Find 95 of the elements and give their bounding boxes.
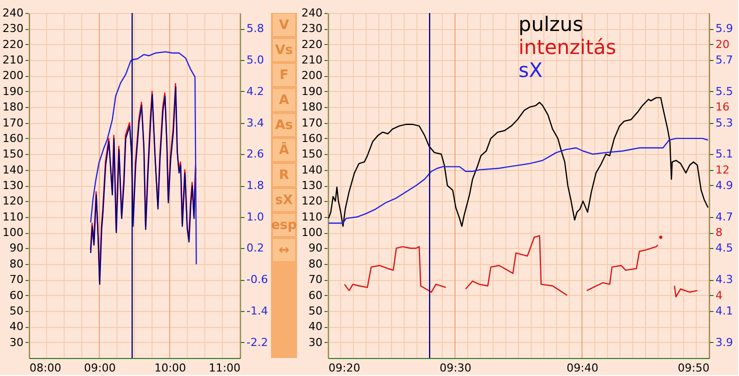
line-series [328,138,709,224]
y-tick-label: 70 [10,273,24,286]
y-tick-label: 130 [2,179,24,192]
y2-tick-label: 4.2 [246,84,264,98]
y2-tick-label: 5.8 [246,22,264,36]
y2-tick-label: 3.4 [246,116,264,130]
y3-tick-label: 5.3 [716,116,733,130]
y-tick-label: 130 [302,179,322,192]
y-tick-label: 30 [10,336,24,349]
text: esp [271,218,297,233]
y-tick-label: 230 [2,22,24,36]
y-tick-label: 110 [2,210,24,224]
y-tick-label: 90 [10,242,24,255]
y2-tick-label: -2.2 [246,336,268,349]
y-tick-label: 100 [2,226,24,240]
y-tick-label: 180 [302,100,322,114]
y-tick-label: 120 [302,194,322,208]
y2-tick-label: -1.4 [246,304,268,318]
text: sX [275,193,293,208]
y2-tick-label: 12 [716,163,730,176]
y2-tick-label: 0.2 [246,242,264,255]
y-tick-label: 160 [2,132,24,145]
y-tick-label: 210 [302,54,322,67]
x-tick-label: 10:00 [154,362,186,374]
text: V [278,18,290,33]
text: As [275,118,294,133]
text: ↔ [278,243,290,258]
y2-tick-label: 8 [716,226,722,240]
y-tick-label: 60 [10,288,24,302]
text: Vs [275,43,294,58]
text: F [280,68,288,83]
y-tick-label: 40 [308,320,322,334]
y-tick-label: 150 [302,148,322,161]
y-tick-label: 230 [302,22,322,36]
y-tick-label: 140 [302,163,322,176]
y2-tick-label: -0.6 [246,273,268,286]
y-tick-label: 220 [2,38,24,51]
y3-tick-label: 3.9 [716,336,733,349]
y-tick-label: 150 [2,148,24,161]
text: intenzitás [518,35,616,59]
x-tick-label: 09:40 [566,362,598,374]
text: pulzus [518,12,584,36]
line-series [90,51,197,265]
y-tick-label: 210 [2,54,24,67]
y-tick-label: 30 [308,336,322,349]
y2-tick-label: 16 [716,100,730,114]
x-tick-label: 09:50 [678,362,710,374]
y3-tick-label: 4.5 [716,242,733,255]
y-tick-label: 240 [302,6,322,20]
x-tick-label: 09:20 [328,362,360,374]
y2-tick-label: 2.6 [246,148,264,161]
y-tick-label: 90 [308,242,322,255]
y-tick-label: 40 [10,320,24,334]
y-tick-label: 190 [302,84,322,98]
y-tick-label: 120 [2,194,24,208]
y3-tick-label: 4.9 [716,179,733,192]
y2-tick-label: 20 [716,38,730,51]
y3-tick-label: 4.1 [716,304,733,318]
y2-tick-label: 4 [716,288,722,302]
y-tick-label: 110 [302,210,322,224]
x-tick-label: 09:30 [440,362,472,374]
y-tick-label: 190 [2,84,24,98]
y-tick-label: 100 [302,226,322,240]
y3-tick-label: 5.7 [716,54,733,67]
y-tick-label: 50 [10,304,24,318]
y-tick-label: 70 [308,273,322,286]
y-tick-label: 170 [302,116,322,130]
y-tick-label: 80 [10,257,24,270]
y-tick-label: 60 [308,288,322,302]
y-tick-label: 180 [2,100,24,114]
text: A [278,93,290,108]
y-tick-label: 240 [2,6,24,20]
y-tick-label: 220 [302,38,322,51]
x-tick-label: 11:00 [208,362,240,374]
y-tick-label: 200 [2,69,24,82]
text: sX [518,58,543,82]
y-tick-label: 160 [302,132,322,145]
x-tick-label: 09:00 [84,362,116,374]
text: Ā [278,142,290,158]
y3-tick-label: 5.9 [716,22,733,36]
text: R [278,168,290,183]
y2-tick-label: 1.8 [246,179,264,192]
line-series [328,97,709,227]
y-tick-label: 170 [2,116,24,130]
y3-tick-label: 5.5 [716,84,733,98]
y-tick-label: 200 [302,69,322,82]
y2-tick-label: 5.0 [246,54,264,67]
y3-tick-label: 4.7 [716,210,733,224]
y2-tick-label: 1.0 [246,210,264,224]
y3-tick-label: 5.1 [716,148,733,161]
y3-tick-label: 4.3 [716,273,733,286]
y-tick-label: 80 [308,257,322,270]
y-tick-label: 50 [308,304,322,318]
x-tick-label: 08:00 [30,362,62,374]
y-tick-label: 140 [2,163,24,176]
